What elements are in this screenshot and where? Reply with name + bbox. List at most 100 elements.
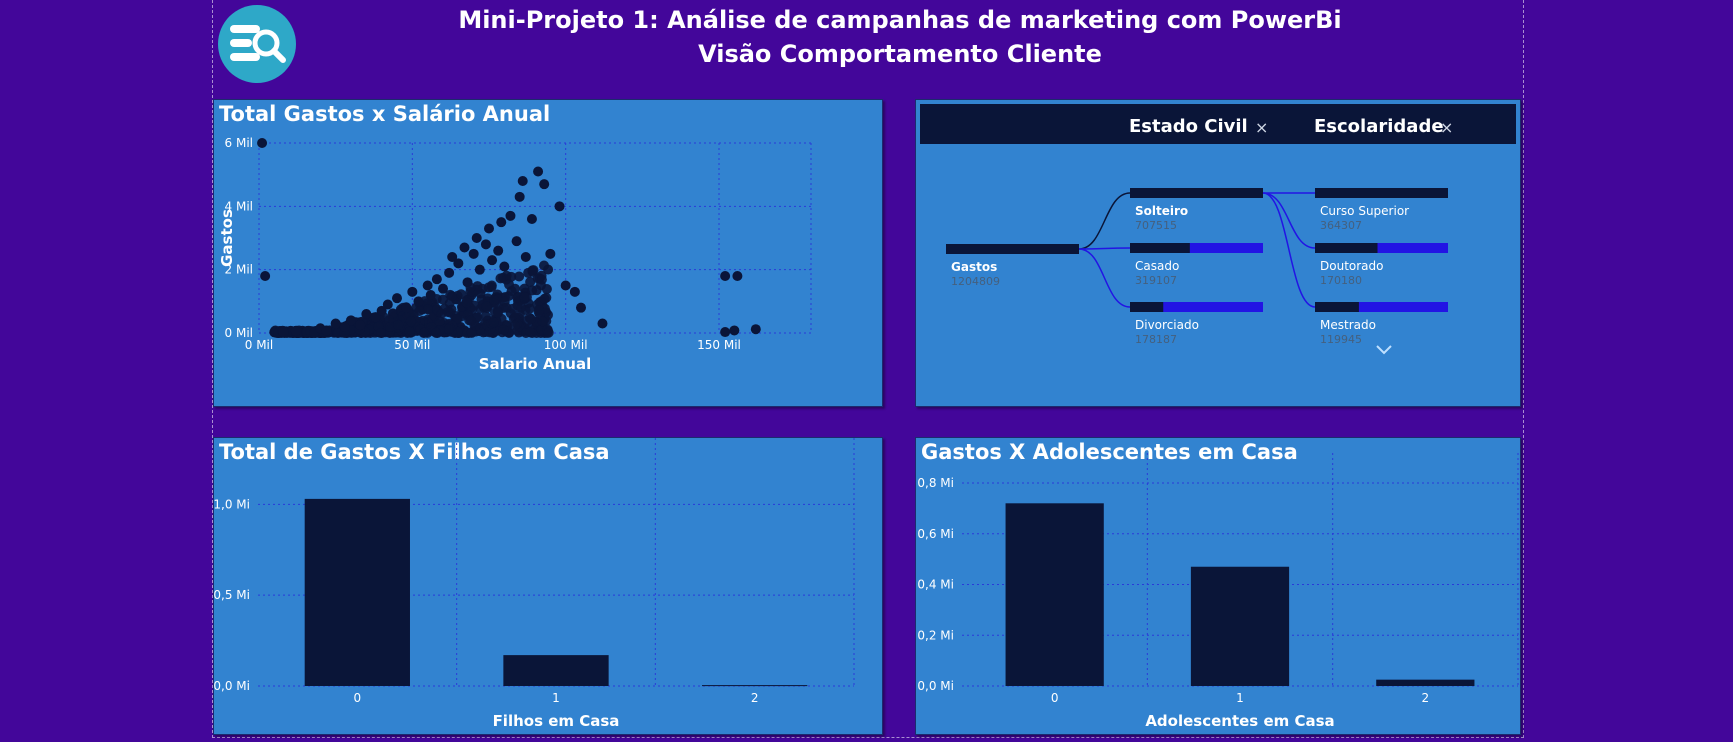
estado-civil-node-bar-fill: [1130, 188, 1263, 198]
filhos-title: Total de Gastos X Filhos em Casa: [219, 440, 610, 464]
x-tick-label: 1: [1236, 691, 1244, 705]
scatter-point: [466, 315, 477, 326]
estado-civil-node-label: Casado: [1135, 259, 1179, 273]
scatter-point: [385, 321, 396, 332]
escolaridade-node-label: Curso Superior: [1320, 204, 1409, 218]
escolaridade-node-bar-fill: [1315, 243, 1378, 253]
scatter-point: [392, 293, 402, 304]
escolaridade-node-bar-fill: [1315, 302, 1359, 312]
scatter-point: [569, 286, 580, 297]
scatter-point: [524, 303, 535, 314]
scatter-point: [520, 252, 531, 262]
estado-civil-node-bar-fill: [1130, 302, 1164, 312]
scatter-point: [461, 297, 472, 308]
scatter-point: [431, 274, 442, 285]
escolaridade-node-value: 119945: [1320, 333, 1362, 346]
scatter-point: [514, 271, 525, 282]
scatter-title: Total Gastos x Salário Anual: [219, 102, 551, 126]
x-tick-label: 150 Mil: [697, 338, 741, 352]
scatter-point: [480, 239, 491, 250]
x-tick-label: 0: [354, 691, 362, 705]
scatter-point: [376, 327, 387, 338]
scatter-point: [511, 236, 522, 247]
x-tick-label: 50 Mil: [394, 338, 430, 352]
scatter-point: [539, 293, 550, 304]
scatter-point: [525, 327, 536, 338]
scatter-point: [407, 286, 418, 297]
scatter-point: [370, 312, 381, 323]
scatter-chart[interactable]: 0 Mil 50 Mil 100 Mil 150 Mil 0 Mil 2 Mil 4 Mil…: [214, 100, 882, 406]
scatter-point: [493, 245, 504, 256]
tree-connector: [1262, 192, 1316, 308]
scatter-point: [330, 318, 341, 329]
scatter-point: [422, 280, 433, 291]
scatter-point: [361, 309, 372, 319]
tree-connector: [1262, 192, 1316, 249]
scatter-point: [534, 305, 545, 316]
level-label-escolaridade[interactable]: Escolaridade: [1314, 116, 1444, 137]
y-axis-label: Gastos: [218, 209, 236, 267]
decomp-header-bar: Estado Civil × Escolaridade ×: [920, 104, 1516, 144]
scatter-point: [512, 300, 523, 311]
estado-civil-node-value: 707515: [1135, 219, 1177, 232]
y-tick-label: 0,6 Mi: [917, 527, 954, 541]
remove-escolaridade-icon[interactable]: ×: [1440, 118, 1454, 137]
scatter-point: [452, 313, 463, 324]
page-subtitle: Visão Comportamento Cliente: [698, 40, 1102, 68]
adolescentes-bar-panel[interactable]: Gastos X Adolescentes em Casa 0,0 Mi 0,2 …: [915, 437, 1521, 735]
scatter-point: [443, 324, 454, 335]
scatter-point: [474, 264, 485, 275]
x-tick-label: 2: [1422, 691, 1430, 705]
scatter-point: [393, 319, 404, 330]
y-tick-label: 0,2 Mi: [917, 628, 954, 642]
scatter-point: [471, 233, 482, 243]
scatter-point: [498, 324, 509, 335]
scatter-point: [404, 326, 415, 337]
scatter-point: [321, 325, 332, 336]
scatter-point: [346, 315, 356, 326]
filhos-bar-chart[interactable]: 0,0 Mi 0,5 Mi 1,0 Mi 0 1 2 Filhos em Casa: [214, 438, 882, 734]
scatter-point: [525, 313, 536, 324]
scatter-point: [536, 274, 547, 285]
scatter-point: [506, 285, 517, 296]
scatter-point: [526, 214, 537, 224]
escolaridade-node-value: 170180: [1320, 274, 1362, 287]
filhos-bar-panel[interactable]: Total de Gastos X Filhos em Casa 0,0 Mi 0…: [213, 437, 883, 735]
escolaridade-node-bar-bg: [1315, 302, 1448, 312]
scatter-point: [446, 291, 457, 302]
level-label-estado-civil[interactable]: Estado Civil: [1129, 116, 1248, 137]
remove-estado-civil-icon[interactable]: ×: [1255, 118, 1269, 137]
escolaridade-node-bar-bg: [1315, 243, 1448, 253]
scatter-point: [519, 292, 530, 303]
estado-civil-node-bar-fill: [1130, 243, 1190, 253]
y-tick-label: 1,0 Mi: [214, 497, 250, 511]
scatter-point: [509, 320, 520, 331]
x-axis-label: Adolescentes em Casa: [1145, 712, 1334, 730]
scatter-point: [517, 176, 528, 186]
scatter-point: [720, 271, 731, 281]
chevron-down-icon[interactable]: [1375, 344, 1393, 356]
scatter-panel[interactable]: Total Gastos x Salário Anual 0 Mil 50 Mil…: [213, 99, 883, 407]
escolaridade-node-label: Doutorado: [1320, 259, 1383, 273]
scatter-point: [422, 304, 433, 315]
x-tick-label: 1: [552, 691, 560, 705]
adolescentes-bar-chart[interactable]: 0,0 Mi 0,2 Mi 0,4 Mi 0,6 Mi 0,8 Mi 0 1 2 Adolesc…: [916, 438, 1520, 734]
scatter-point: [499, 261, 510, 272]
y-tick-label: 0,0 Mi: [214, 679, 250, 693]
decomposition-tree-panel[interactable]: Estado Civil × Escolaridade × Gastos 1204…: [915, 99, 1521, 407]
escolaridade-node-label: Mestrado: [1320, 318, 1376, 332]
scatter-point: [533, 166, 544, 177]
scatter-point: [543, 327, 554, 338]
scatter-point: [453, 258, 464, 269]
adolescentes-title: Gastos X Adolescentes em Casa: [921, 440, 1298, 464]
y-tick-label: 2 Mil: [225, 263, 253, 277]
search-list-icon: [218, 5, 296, 83]
scatter-point: [382, 299, 393, 310]
y-tick-label: 0,4 Mi: [917, 578, 954, 592]
tree-connector: [1078, 248, 1131, 308]
x-tick-label: 2: [751, 691, 759, 705]
root-node-label: Gastos: [951, 260, 997, 274]
scatter-point: [419, 327, 430, 338]
scatter-point: [483, 282, 494, 293]
